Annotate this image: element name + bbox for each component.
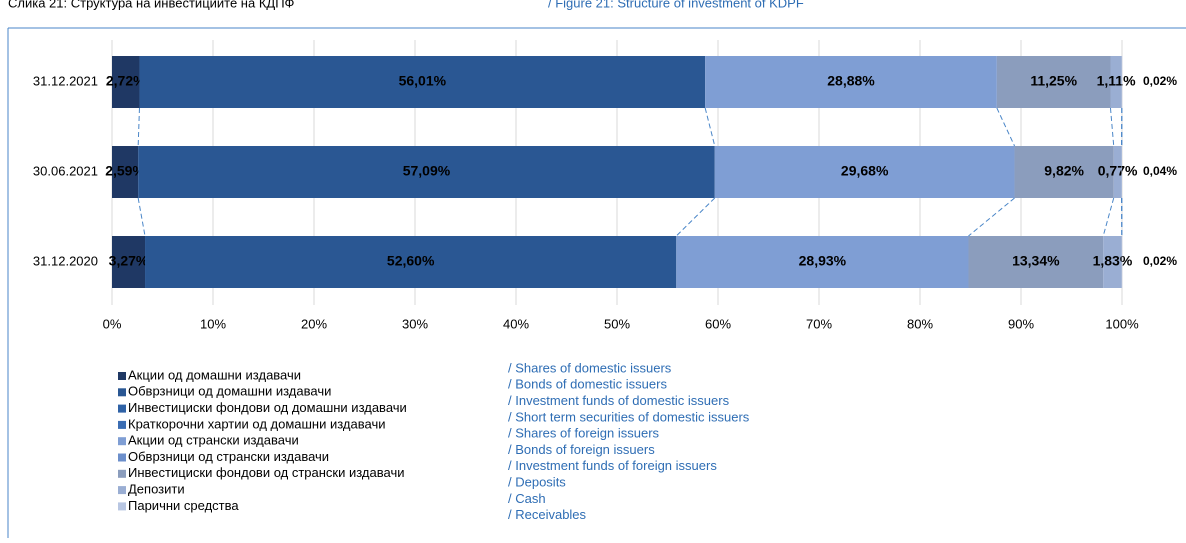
data-label: 9,82%	[1044, 163, 1084, 179]
legend-label-en: / Deposits	[508, 475, 566, 490]
y-tick-label: 31.12.2021	[33, 73, 98, 88]
legend-label-en: / Bonds of foreign issuers	[508, 442, 655, 457]
x-tick-label: 90%	[1008, 316, 1034, 331]
data-label: 0,02%	[1143, 74, 1177, 88]
legend-label-en: / Shares of foreign issuers	[508, 426, 660, 441]
x-tick-label: 20%	[301, 316, 327, 331]
data-label: 56,01%	[399, 73, 447, 89]
data-label: 29,68%	[841, 163, 889, 179]
legend-label: Парични средства	[128, 498, 239, 513]
legend-label: Инвестициски фондови од домашни издавачи	[128, 400, 407, 415]
data-label: 0,02%	[1143, 254, 1177, 268]
x-tick-label: 70%	[806, 316, 832, 331]
data-label: 13,34%	[1012, 253, 1060, 269]
data-label: 0,77%	[1098, 163, 1138, 179]
legend-label-en: / Cash	[508, 491, 546, 506]
data-label: 28,93%	[799, 253, 847, 269]
legend-label: Краткорочни хартии од домашни издавачи	[128, 416, 385, 431]
data-label: 52,60%	[387, 253, 435, 269]
data-label: 28,88%	[827, 73, 875, 89]
chart-title: Слика 21: Структура на инвестициите на К…	[8, 0, 295, 10]
legend-label-en: / Shares of domestic issuers	[508, 360, 672, 375]
y-tick-label: 31.12.2020	[33, 253, 98, 268]
connector	[997, 108, 1015, 146]
data-label: 57,09%	[403, 163, 451, 179]
x-tick-label: 60%	[705, 316, 731, 331]
y-tick-label: 30.06.2021	[33, 163, 98, 178]
connector	[138, 198, 145, 236]
bar-segment	[1122, 236, 1123, 288]
legend-label: Депозити	[128, 482, 185, 497]
x-tick-label: 0%	[103, 316, 122, 331]
legend-label-en: / Investment funds of domestic issuers	[508, 393, 730, 408]
data-label: 3,27%	[109, 253, 149, 269]
legend-label: Обврзници од странски издавачи	[128, 449, 329, 464]
legend-label: Акции од странски издавачи	[128, 433, 299, 448]
legend-label: Инвестициски фондови од странски издавач…	[128, 465, 405, 480]
connector	[968, 198, 1014, 236]
x-tick-label: 50%	[604, 316, 630, 331]
x-tick-label: 10%	[200, 316, 226, 331]
x-tick-label: 80%	[907, 316, 933, 331]
legend-swatch	[118, 486, 126, 494]
legend-label-en: / Short term securities of domestic issu…	[508, 409, 750, 424]
x-tick-label: 100%	[1105, 316, 1139, 331]
legend-swatch	[118, 470, 126, 478]
connector	[676, 198, 714, 236]
legend-label: Акции од домашни издавачи	[128, 367, 301, 382]
data-label: 0,04%	[1143, 164, 1177, 178]
legend-swatch	[118, 388, 126, 396]
legend-swatch	[118, 502, 126, 510]
legend-swatch	[118, 454, 126, 462]
bar-segment	[1122, 56, 1123, 108]
legend-label-en: / Receivables	[508, 507, 587, 522]
connector	[1103, 198, 1114, 236]
x-tick-label: 30%	[402, 316, 428, 331]
legend-label-en: / Investment funds of foreign issuers	[508, 458, 717, 473]
legend-swatch	[118, 437, 126, 445]
connector	[705, 108, 715, 146]
bar-segment	[1121, 146, 1122, 198]
legend-label-en: / Bonds of domestic issuers	[508, 377, 667, 392]
data-label: 11,25%	[1030, 73, 1077, 89]
legend-swatch	[118, 372, 126, 380]
connector	[138, 108, 139, 146]
x-tick-label: 40%	[503, 316, 529, 331]
data-label: 1,83%	[1093, 253, 1133, 269]
legend-swatch	[118, 405, 126, 413]
legend-label: Обврзници од домашни издавачи	[128, 384, 331, 399]
legend-swatch	[118, 421, 126, 429]
connector	[1110, 108, 1113, 146]
data-label: 1,11%	[1097, 73, 1136, 89]
chart-title-en: / Figure 21: Structure of investment of …	[548, 0, 804, 10]
